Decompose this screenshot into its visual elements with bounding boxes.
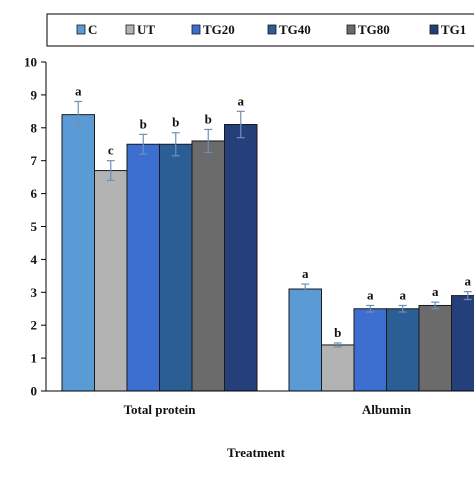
y-tick-label: 0: [31, 384, 38, 399]
legend-swatch: [192, 25, 200, 34]
bar-c-albumin: [289, 289, 322, 391]
x-axis: Total protein Albumin: [46, 391, 474, 417]
bar-tg20-total-protein: [127, 144, 160, 391]
significance-letter: a: [465, 274, 472, 289]
legend-swatch: [347, 25, 355, 34]
x-axis-title: Treatment: [227, 445, 286, 460]
legend-label: TG1: [441, 22, 466, 37]
significance-letter: c: [108, 143, 114, 158]
significance-letter: a: [302, 266, 309, 281]
y-tick-label: 4: [31, 252, 38, 267]
y-tick-label: 1: [31, 351, 38, 366]
significance-letter: b: [205, 111, 212, 126]
significance-letter: a: [75, 83, 82, 98]
y-tick-label: 9: [31, 87, 38, 102]
y-tick-label: 2: [31, 318, 38, 333]
y-tick-label: 5: [31, 219, 38, 234]
y-tick-label: 7: [31, 153, 38, 168]
bar-tg1-total-protein: [225, 125, 258, 391]
legend-box: [47, 14, 474, 46]
bar-tg80-albumin: [419, 305, 452, 391]
y-tick-label: 10: [24, 55, 37, 70]
bar-tg80-total-protein: [192, 141, 225, 391]
bar-ut-albumin: [322, 345, 355, 391]
significance-letter: a: [432, 284, 439, 299]
significance-letter: a: [238, 93, 245, 108]
category-label: Total protein: [124, 402, 197, 417]
significance-letter: b: [172, 115, 179, 130]
y-tick-label: 3: [31, 285, 38, 300]
legend-label: TG40: [279, 22, 311, 37]
bar-tg40-total-protein: [160, 144, 193, 391]
significance-letter: b: [140, 116, 147, 131]
category-label: Albumin: [362, 402, 412, 417]
legend-label: C: [88, 22, 97, 37]
y-axis: 0 1 2 3 4 5 6 7 8 9 10: [24, 55, 46, 399]
significance-letter: a: [367, 287, 374, 302]
significance-letter: b: [334, 325, 341, 340]
significance-letter: a: [400, 287, 407, 302]
bar-ut-total-protein: [95, 171, 128, 391]
legend: C UT TG20 TG40 TG80 TG1: [47, 14, 474, 46]
legend-label: TG80: [358, 22, 390, 37]
legend-label: TG20: [203, 22, 235, 37]
bar-tg40-albumin: [387, 309, 420, 391]
bar-tg1-albumin: [452, 296, 474, 391]
y-tick-label: 8: [31, 120, 38, 135]
legend-label: UT: [137, 22, 155, 37]
legend-swatch: [268, 25, 276, 34]
bars: a c b b b a a b a a a a: [62, 83, 474, 391]
bar-c-total-protein: [62, 115, 95, 391]
y-tick-label: 6: [31, 186, 38, 201]
legend-swatch: [430, 25, 438, 34]
bar-tg20-albumin: [354, 309, 387, 391]
legend-swatch: [126, 25, 134, 34]
legend-swatch: [77, 25, 85, 34]
